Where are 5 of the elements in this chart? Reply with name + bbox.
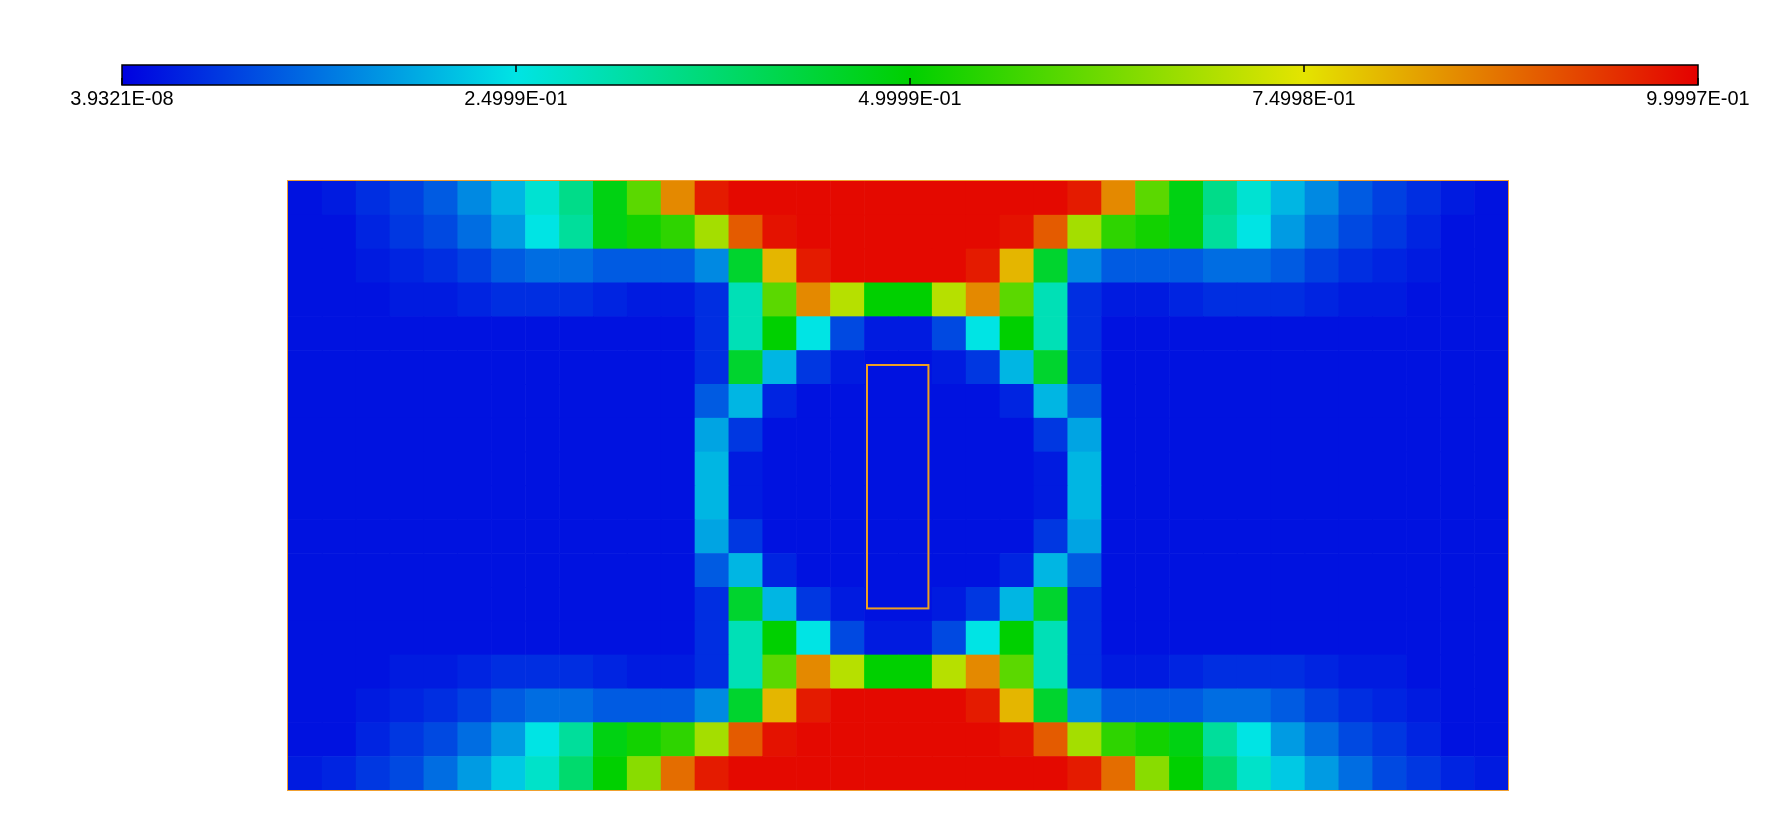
color-bar-label: 3.9321E-08 [70,87,174,109]
color-bar-label: 4.9999E-01 [858,87,962,109]
color-bar-label: 7.4998E-01 [1252,87,1356,109]
color-bar-label: 9.9997E-01 [1646,87,1750,109]
color-bar-label: 2.4999E-01 [464,87,568,109]
